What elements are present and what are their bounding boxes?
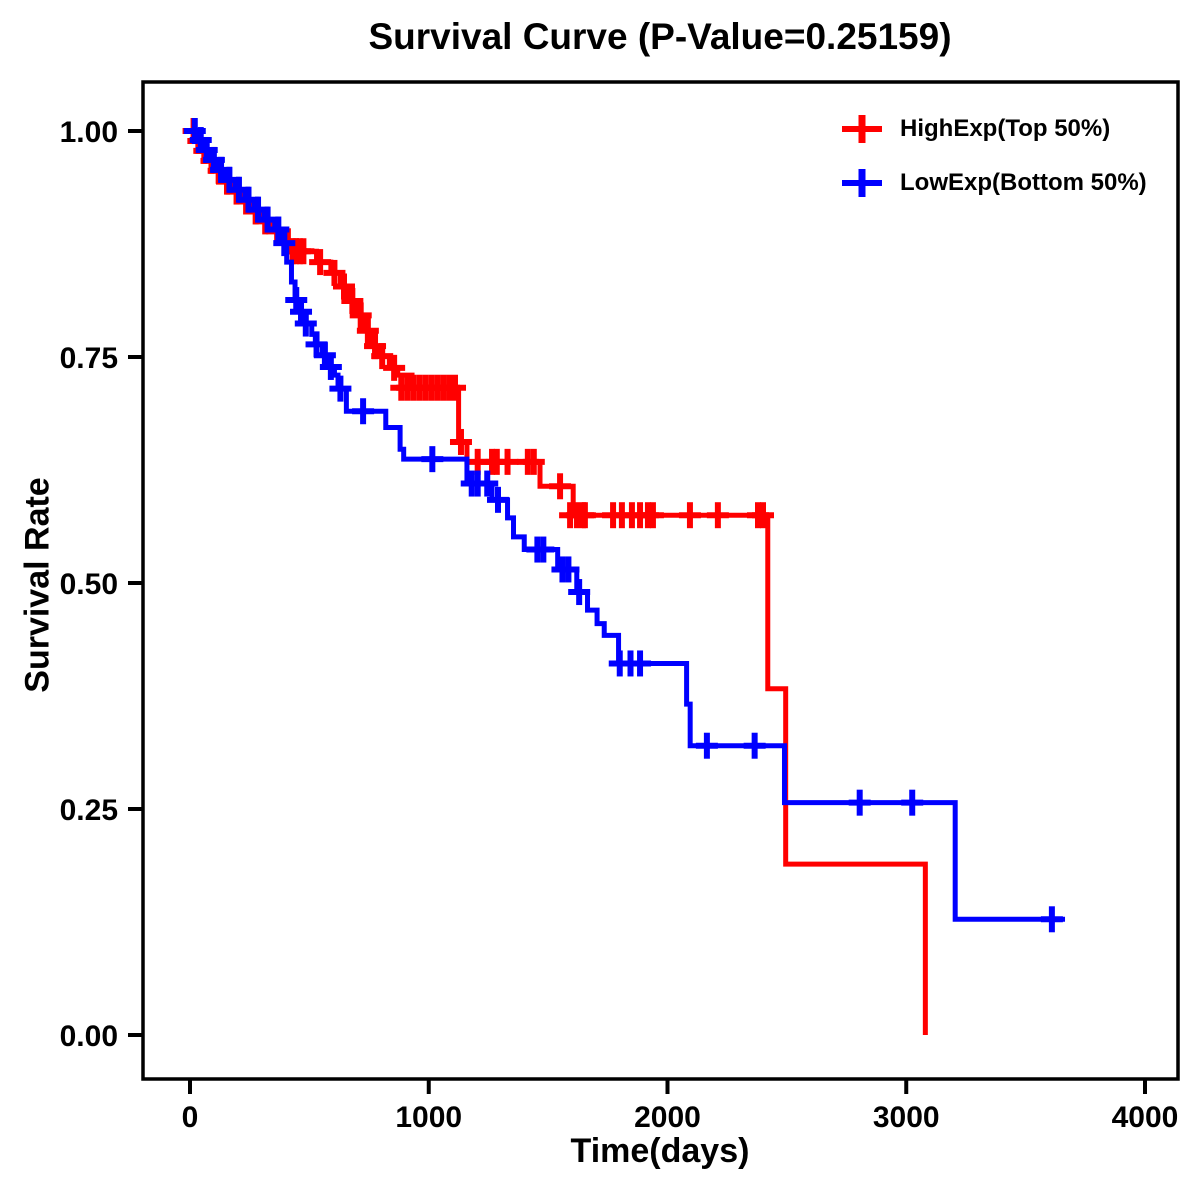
y-tick-label: 0.50 xyxy=(60,568,118,601)
legend-item-highexp: HighExp(Top 50%) xyxy=(840,112,1147,146)
legend-item-lowexp: LowExp(Bottom 50%) xyxy=(840,166,1147,200)
y-tick-label: 1.00 xyxy=(60,116,118,149)
legend-label-highexp: HighExp(Top 50%) xyxy=(900,115,1111,142)
lowexp-plus-icon xyxy=(842,169,882,197)
x-axis-ticks: 0 1000 2000 3000 4000 xyxy=(182,1079,1179,1134)
y-axis-title: Survival Rate xyxy=(18,477,57,693)
curve-lowexp-bottom-50- xyxy=(183,118,1066,933)
y-tick-label: 0.00 xyxy=(60,1020,118,1053)
x-tick-label: 4000 xyxy=(1112,1101,1179,1134)
chart-title: Survival Curve (P-Value=0.25159) xyxy=(368,16,952,57)
highexp-plus-icon xyxy=(842,115,882,143)
x-tick-label: 1000 xyxy=(395,1101,462,1134)
y-axis-ticks: 0.00 0.25 0.50 0.75 1.00 xyxy=(60,116,143,1053)
legend: HighExp(Top 50%) LowExp(Bottom 50%) xyxy=(840,112,1147,200)
y-tick-label: 0.75 xyxy=(60,342,118,375)
curve-highexp-top-50- xyxy=(182,118,928,1035)
x-axis-title: Time(days) xyxy=(570,1132,750,1170)
x-tick-label: 3000 xyxy=(873,1101,940,1134)
plot-frame xyxy=(141,80,1180,1081)
x-tick-label: 2000 xyxy=(634,1101,701,1134)
survival-step-line xyxy=(190,128,928,1035)
legend-label-lowexp: LowExp(Bottom 50%) xyxy=(900,169,1147,196)
y-tick-label: 0.25 xyxy=(60,794,118,827)
x-tick-label: 0 xyxy=(182,1101,199,1134)
